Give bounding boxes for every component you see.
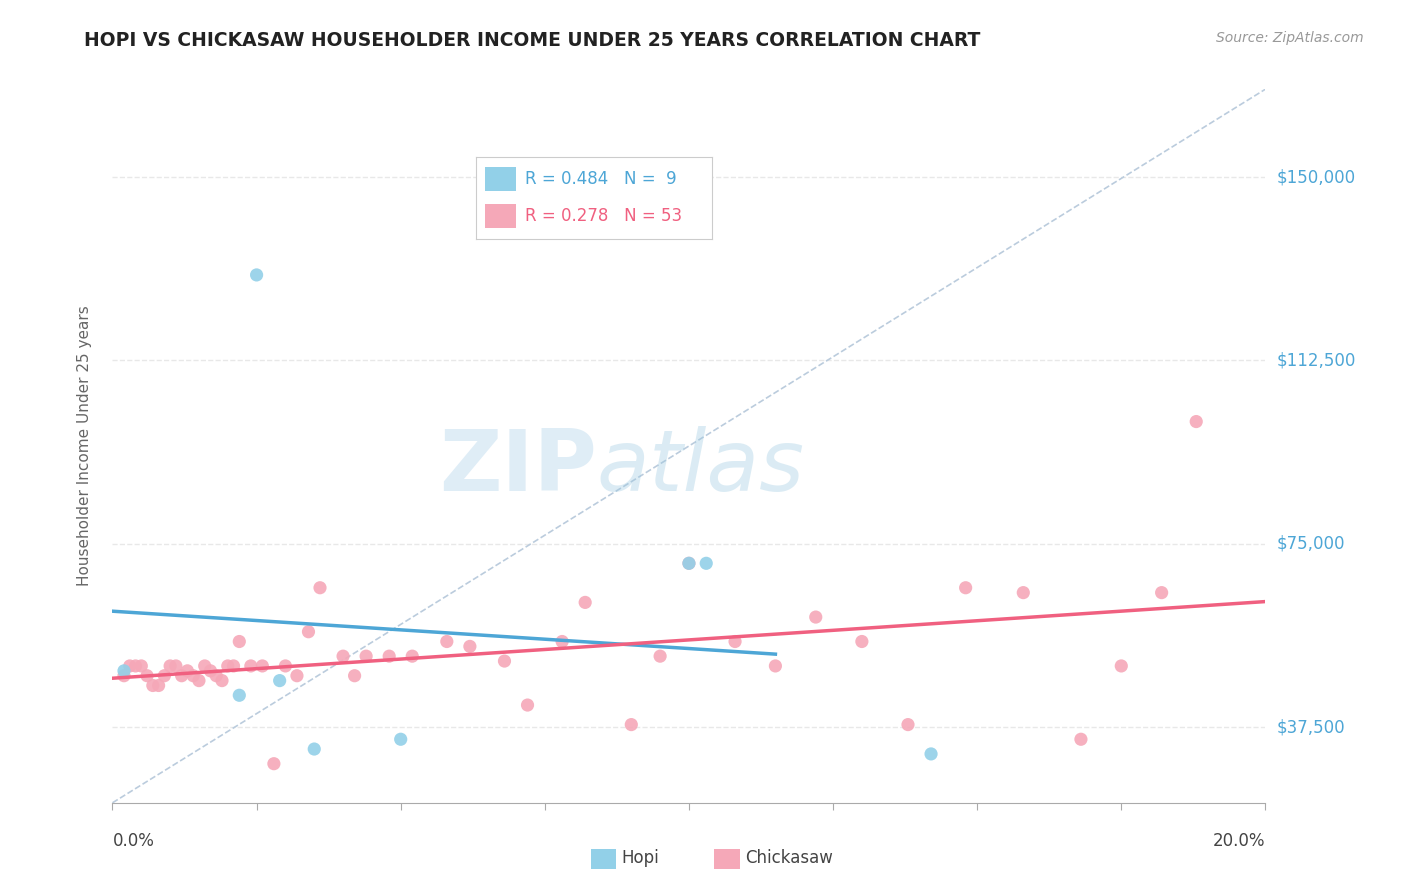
Point bbox=[354, 649, 377, 664]
Point bbox=[200, 664, 222, 678]
Point bbox=[851, 634, 873, 648]
Point bbox=[648, 649, 672, 664]
FancyBboxPatch shape bbox=[485, 203, 516, 228]
Point bbox=[112, 664, 135, 678]
Point bbox=[309, 581, 332, 595]
Text: $37,500: $37,500 bbox=[1277, 718, 1346, 736]
Y-axis label: Householder Income Under 25 years: Householder Income Under 25 years bbox=[77, 306, 91, 586]
Point bbox=[188, 673, 211, 688]
Text: $112,500: $112,500 bbox=[1277, 351, 1357, 369]
Point bbox=[170, 669, 193, 683]
Point bbox=[724, 634, 747, 648]
Point bbox=[1012, 585, 1035, 599]
Point bbox=[205, 669, 228, 683]
Point bbox=[176, 664, 198, 678]
Point bbox=[458, 640, 481, 654]
Point bbox=[239, 659, 262, 673]
Point bbox=[148, 678, 170, 692]
Point bbox=[124, 659, 146, 673]
Point bbox=[304, 742, 326, 756]
Point bbox=[389, 732, 412, 747]
Point bbox=[112, 669, 135, 683]
Point bbox=[194, 659, 217, 673]
FancyBboxPatch shape bbox=[485, 167, 516, 192]
Text: ZIP: ZIP bbox=[439, 425, 596, 509]
Text: Chickasaw: Chickasaw bbox=[745, 849, 832, 867]
Text: HOPI VS CHICKASAW HOUSEHOLDER INCOME UNDER 25 YEARS CORRELATION CHART: HOPI VS CHICKASAW HOUSEHOLDER INCOME UND… bbox=[84, 31, 981, 50]
Point bbox=[804, 610, 827, 624]
Point bbox=[153, 669, 176, 683]
Point bbox=[228, 688, 250, 702]
Point bbox=[165, 659, 187, 673]
Text: 20.0%: 20.0% bbox=[1213, 832, 1265, 850]
Point bbox=[1150, 585, 1173, 599]
Point bbox=[263, 756, 285, 771]
Point bbox=[494, 654, 516, 668]
Point bbox=[228, 634, 250, 648]
Text: 0.0%: 0.0% bbox=[112, 832, 155, 850]
Point bbox=[159, 659, 181, 673]
Point bbox=[222, 659, 245, 673]
Point bbox=[1111, 659, 1133, 673]
Point bbox=[245, 268, 267, 282]
Text: Source: ZipAtlas.com: Source: ZipAtlas.com bbox=[1216, 31, 1364, 45]
Point bbox=[678, 557, 700, 571]
Point bbox=[217, 659, 239, 673]
Point bbox=[551, 634, 574, 648]
Point bbox=[343, 669, 366, 683]
Point bbox=[678, 557, 700, 571]
Point bbox=[252, 659, 274, 673]
Point bbox=[378, 649, 401, 664]
Point bbox=[211, 673, 233, 688]
Point bbox=[332, 649, 354, 664]
Point bbox=[620, 717, 643, 731]
Point bbox=[574, 595, 596, 609]
Point bbox=[955, 581, 977, 595]
Text: $75,000: $75,000 bbox=[1277, 534, 1346, 553]
Point bbox=[1185, 415, 1208, 429]
Point bbox=[401, 649, 423, 664]
Text: Hopi: Hopi bbox=[621, 849, 659, 867]
Point bbox=[297, 624, 319, 639]
Point bbox=[516, 698, 538, 712]
Point bbox=[1070, 732, 1092, 747]
Point bbox=[897, 717, 920, 731]
Point bbox=[274, 659, 297, 673]
Point bbox=[142, 678, 165, 692]
Point bbox=[436, 634, 458, 648]
Text: $150,000: $150,000 bbox=[1277, 169, 1355, 186]
Point bbox=[285, 669, 308, 683]
Point bbox=[269, 673, 291, 688]
Text: R = 0.278   N = 53: R = 0.278 N = 53 bbox=[526, 207, 682, 225]
Point bbox=[136, 669, 159, 683]
Point bbox=[920, 747, 942, 761]
Point bbox=[765, 659, 787, 673]
Point bbox=[181, 669, 204, 683]
Point bbox=[129, 659, 153, 673]
Text: atlas: atlas bbox=[596, 425, 804, 509]
Point bbox=[118, 659, 141, 673]
Text: R = 0.484   N =  9: R = 0.484 N = 9 bbox=[526, 170, 676, 188]
Point bbox=[695, 557, 717, 571]
